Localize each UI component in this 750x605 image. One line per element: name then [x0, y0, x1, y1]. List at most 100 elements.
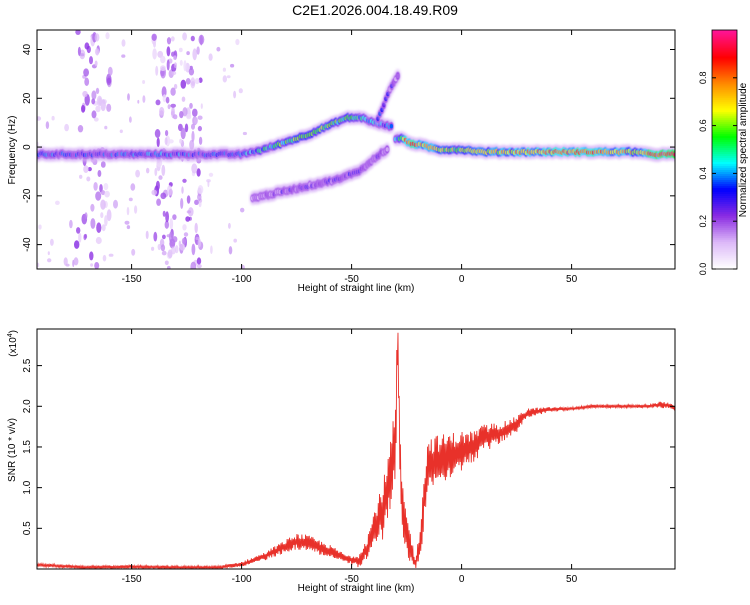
spectrogram-noise-speck: [160, 65, 166, 72]
spectrogram-noise-speck: [156, 137, 160, 148]
snr-scale-text: (x104): [7, 330, 19, 357]
colorbar-strip: [712, 99, 737, 103]
spectrogram-noise-speck: [233, 238, 237, 243]
spectrogram-noise-speck: [197, 185, 204, 195]
snr-x-tick-label: -50: [344, 574, 359, 585]
colorbar-strip: [712, 199, 737, 202]
colorbar-strip: [712, 241, 737, 244]
colorbar-strip: [712, 179, 737, 182]
spectrogram-x-tick-label: -50: [344, 274, 359, 285]
spectrogram-noise-speck: [135, 169, 141, 178]
spectrogram-noise-speck: [197, 125, 202, 132]
colorbar-strip: [712, 193, 737, 196]
spectrogram-noise-speck: [230, 63, 235, 68]
colorbar-strip: [712, 183, 737, 186]
spectrogram-noise-speck: [100, 161, 106, 168]
spectrogram-noise-speck: [226, 75, 231, 79]
spectrogram-noise-speck: [173, 114, 178, 120]
colorbar-strip: [712, 31, 737, 35]
spectrogram-noise-speck: [155, 180, 160, 191]
spectrogram-noise-speck: [93, 182, 98, 191]
colorbar-strip: [712, 131, 737, 135]
spectrogram-noise-speck: [77, 46, 81, 57]
spectrogram-noise-speck: [167, 265, 171, 269]
snr-x-axis: -150 -100 -50 0 50: [122, 329, 578, 585]
colorbar-tick-label: 0.6: [698, 119, 708, 132]
spectrogram-noise-speck: [108, 253, 114, 257]
colorbar-strip: [712, 171, 737, 174]
colorbar-strip: [712, 33, 737, 37]
spectrogram-noise-speck: [161, 250, 167, 256]
colorbar-strip: [712, 265, 737, 268]
colorbar-strip: [712, 77, 737, 81]
spectrogram-x-label: Height of straight line (km): [298, 283, 415, 294]
spectrogram-noise-speck: [192, 108, 198, 117]
spectrogram-noise-speck: [81, 105, 86, 113]
colorbar-strip: [712, 49, 737, 53]
snr-line-layer: [37, 332, 675, 569]
spectrogram-noise-speck: [194, 117, 198, 125]
spectrogram-y-tick-label: -40: [22, 237, 33, 252]
colorbar-strip: [712, 57, 737, 61]
spectrogram-noise-speck: [94, 262, 100, 269]
spectrogram-panel: -150 -100 -50 0 50 -40 -20 0 20 40 Height of str…: [7, 29, 676, 294]
spectrogram-trace-layer: [37, 68, 675, 206]
spectrogram-noise-speck: [233, 90, 237, 99]
colorbar-strip: [712, 243, 737, 246]
snr-y-tick-label: 1.0: [22, 480, 33, 494]
colorbar-strip: [712, 71, 737, 75]
trace-core: [389, 124, 393, 129]
spectrogram-noise-speck: [157, 243, 161, 251]
colorbar-strip: [712, 211, 737, 214]
colorbar-strip: [712, 157, 737, 161]
colorbar-strip: [712, 147, 737, 151]
colorbar-strip: [712, 159, 737, 163]
spectrogram-noise-speck: [84, 42, 90, 50]
spectrogram-noise-speck: [186, 210, 192, 214]
colorbar-strip: [712, 105, 737, 109]
spectrogram-noise-speck: [129, 116, 132, 123]
spectrogram-noise-speck: [186, 195, 191, 204]
spectrogram-noise-speck: [180, 127, 186, 140]
spectrogram-noise-speck: [104, 190, 110, 198]
colorbar-strip: [712, 255, 737, 258]
spectrogram-noise-speck: [179, 138, 183, 144]
colorbar-strip: [712, 191, 737, 194]
spectrogram-noise-speck: [89, 251, 94, 261]
colorbar-strip: [712, 235, 737, 238]
spectrogram-noise-speck: [160, 55, 166, 64]
spectrogram-noise-speck: [240, 207, 245, 213]
spectrogram-noise-speck: [170, 87, 176, 96]
colorbar-strip: [712, 89, 737, 93]
snr-x-label: Height of straight line (km): [298, 583, 415, 594]
colorbar-strip: [712, 45, 737, 49]
snr-scale-base: (x10: [8, 337, 19, 357]
colorbar-label: Normalized spectral amplitude: [738, 82, 749, 217]
colorbar-strip: [712, 109, 737, 113]
colorbar-strip: [712, 63, 737, 67]
spectrogram-noise-speck: [101, 224, 106, 232]
colorbar-strip: [712, 181, 737, 184]
spectrogram-noise-speck: [86, 176, 91, 182]
colorbar-strip: [712, 175, 737, 178]
colorbar: 0.0 0.2 0.4 0.6 0.8 Normalized spectral ampl…: [698, 29, 749, 275]
colorbar-strip: [712, 151, 737, 155]
snr-x-tick-label: 0: [459, 574, 465, 585]
spectrogram-noise-speck: [89, 56, 93, 65]
colorbar-strip: [712, 61, 737, 65]
colorbar-strip: [712, 75, 737, 79]
spectrogram-noise-speck: [174, 245, 179, 254]
spectrogram-noise-speck: [190, 35, 195, 42]
spectrogram-noise-speck: [103, 183, 109, 191]
spectrogram-noise-speck: [160, 244, 166, 252]
colorbar-strip: [712, 143, 737, 147]
colorbar-strip: [712, 43, 737, 47]
spectrogram-noise-speck: [121, 39, 126, 47]
spectrogram-noise-speck: [228, 222, 231, 229]
spectrogram-noise-speck: [170, 103, 176, 108]
spectrogram-noise-speck: [75, 30, 81, 35]
spectrogram-noise-speck: [189, 139, 195, 150]
colorbar-strip: [712, 227, 737, 230]
colorbar-strip: [712, 123, 737, 127]
spectrogram-noise-speck: [152, 48, 157, 60]
